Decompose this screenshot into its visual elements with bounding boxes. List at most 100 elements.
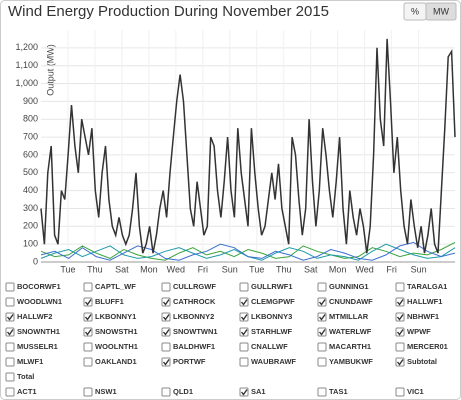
checkbox-check [240, 299, 248, 306]
checkbox[interactable] [5, 372, 15, 382]
checkbox[interactable] [83, 357, 93, 367]
checkbox[interactable] [317, 282, 327, 292]
checkbox-check [162, 359, 170, 366]
legend-label[interactable]: QLD1 [173, 387, 193, 396]
checkbox[interactable] [395, 342, 405, 352]
x-tick-label: Mon [140, 264, 158, 274]
legend-label[interactable]: CAPTL_WF [95, 282, 136, 291]
checkbox[interactable] [5, 297, 15, 307]
checkbox-check [84, 329, 92, 336]
legend-label[interactable]: TARALGA1 [407, 282, 447, 291]
legend-label[interactable]: Subtotal [407, 357, 437, 366]
legend-label[interactable]: CATHROCK [173, 297, 216, 306]
y-tick-label: 0 [33, 256, 38, 266]
x-tick-label: Sat [304, 264, 318, 274]
legend-label[interactable]: SNOWTWN1 [173, 327, 218, 336]
legend-label[interactable]: LKBONNY1 [95, 312, 136, 321]
checkbox[interactable] [317, 387, 327, 397]
x-tick-label: Sat [115, 264, 129, 274]
legend-label[interactable]: CULLRGWF [173, 282, 216, 291]
legend-label[interactable]: WOOLNTH1 [95, 342, 138, 351]
x-tick-label: Thu [87, 264, 103, 274]
legend-label[interactable]: GUNNING1 [329, 282, 369, 291]
y-tick-label: 400 [23, 185, 38, 195]
legend-label[interactable]: WOODLWN1 [17, 297, 62, 306]
checkbox[interactable] [161, 342, 171, 352]
legend-label[interactable]: STARHLWF [251, 327, 293, 336]
checkbox[interactable] [395, 282, 405, 292]
percent-button-label[interactable]: % [411, 6, 419, 16]
legend-label[interactable]: NBHWF1 [407, 312, 439, 321]
checkbox[interactable] [83, 342, 93, 352]
legend-label[interactable]: SNOWSTH1 [95, 327, 138, 336]
checkbox[interactable] [83, 282, 93, 292]
checkbox[interactable] [395, 387, 405, 397]
checkbox-check [6, 329, 14, 336]
x-tick-label: Thu [276, 264, 292, 274]
legend-label[interactable]: HALLWF2 [17, 312, 52, 321]
checkbox[interactable] [5, 282, 15, 292]
legend-label[interactable]: Total [17, 372, 34, 381]
checkbox[interactable] [161, 387, 171, 397]
legend-label[interactable]: SNOWNTH1 [17, 327, 60, 336]
legend-label[interactable]: VIC1 [407, 387, 424, 396]
legend-label[interactable]: NSW1 [95, 387, 117, 396]
legend-label[interactable]: WAUBRAWF [251, 357, 296, 366]
y-tick-label: 1,200 [15, 42, 38, 52]
x-tick-label: Sun [411, 264, 427, 274]
checkbox-check [240, 389, 248, 396]
checkbox-check [84, 314, 92, 321]
legend-label[interactable]: OAKLAND1 [95, 357, 137, 366]
x-tick-label: Tue [249, 264, 264, 274]
legend-label[interactable]: CNALLWF [251, 342, 288, 351]
x-tick-label: Tue [60, 264, 75, 274]
legend-label[interactable]: MTMILLAR [329, 312, 369, 321]
legend-label[interactable]: MACARTH1 [329, 342, 371, 351]
y-tick-label: 300 [23, 203, 38, 213]
legend-label[interactable]: ACT1 [17, 387, 37, 396]
legend-label[interactable]: HALLWF1 [407, 297, 442, 306]
checkbox[interactable] [239, 357, 249, 367]
checkbox[interactable] [239, 342, 249, 352]
checkbox[interactable] [317, 357, 327, 367]
checkbox[interactable] [83, 387, 93, 397]
legend-label[interactable]: BALDHWF1 [173, 342, 215, 351]
legend-label[interactable]: LKBONNY3 [251, 312, 292, 321]
x-tick-label: Wed [167, 264, 185, 274]
x-tick-label: Mon [329, 264, 347, 274]
y-tick-label: 900 [23, 96, 38, 106]
legend-label[interactable]: WATERLWF [329, 327, 372, 336]
y-tick-label: 100 [23, 239, 38, 249]
legend-label[interactable]: YAMBUKWF [329, 357, 373, 366]
legend-label[interactable]: SA1 [251, 387, 266, 396]
checkbox[interactable] [5, 342, 15, 352]
legend-label[interactable]: LKBONNY2 [173, 312, 214, 321]
checkbox[interactable] [5, 387, 15, 397]
legend-label[interactable]: CLEMGPWF [251, 297, 295, 306]
legend-label[interactable]: CNUNDAWF [329, 297, 373, 306]
y-tick-label: 700 [23, 131, 38, 141]
checkbox-check [162, 329, 170, 336]
checkbox[interactable] [5, 357, 15, 367]
y-tick-label: 500 [23, 167, 38, 177]
legend-label[interactable]: MLWF1 [17, 357, 43, 366]
legend-label[interactable]: BOCORWF1 [17, 282, 61, 291]
mw-button-label[interactable]: MW [433, 6, 449, 16]
legend-label[interactable]: TAS1 [329, 387, 348, 396]
legend-label[interactable]: GULLRWF1 [251, 282, 293, 291]
mw-button[interactable] [425, 2, 457, 21]
checkbox-check [396, 359, 404, 366]
legend-label[interactable]: MERCER01 [407, 342, 448, 351]
checkbox[interactable] [161, 282, 171, 292]
legend-label[interactable]: MUSSELR1 [17, 342, 58, 351]
checkbox[interactable] [317, 342, 327, 352]
checkbox[interactable] [239, 282, 249, 292]
y-tick-label: 200 [23, 221, 38, 231]
legend-label[interactable]: PORTWF [173, 357, 206, 366]
x-tick-label: Fri [386, 264, 397, 274]
chart-title: Wind Energy Production During November 2… [8, 3, 329, 20]
checkbox-check [396, 314, 404, 321]
legend-label[interactable]: BLUFF1 [95, 297, 124, 306]
legend-label[interactable]: WPWF [407, 327, 431, 336]
